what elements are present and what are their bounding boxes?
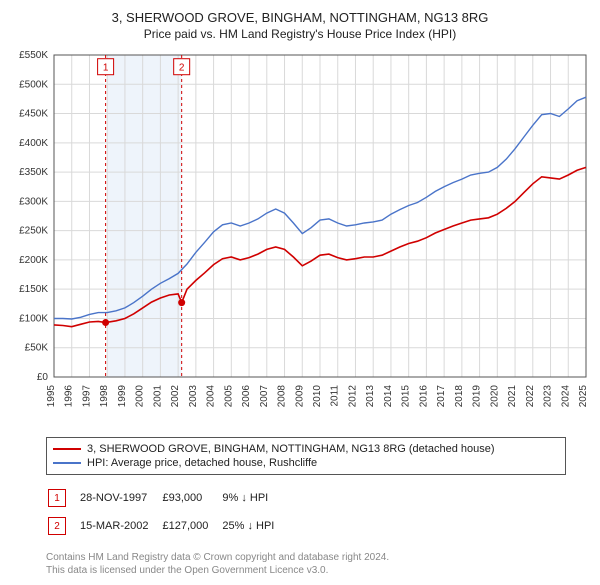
svg-text:2020: 2020 (489, 385, 500, 408)
legend-swatch-price-paid (53, 448, 81, 450)
legend-swatch-hpi (53, 462, 81, 464)
svg-text:2023: 2023 (543, 385, 554, 408)
table-row: 2 15-MAR-2002 £127,000 25% ↓ HPI (48, 513, 286, 539)
svg-text:£350K: £350K (19, 167, 48, 178)
svg-text:2021: 2021 (507, 385, 518, 408)
svg-text:£550K: £550K (19, 50, 48, 61)
marker-date: 28-NOV-1997 (80, 485, 160, 511)
svg-text:1: 1 (103, 63, 109, 74)
svg-text:£150K: £150K (19, 284, 48, 295)
svg-text:2008: 2008 (277, 385, 288, 408)
svg-text:2007: 2007 (259, 385, 270, 408)
svg-text:2001: 2001 (152, 385, 163, 408)
svg-text:2009: 2009 (294, 385, 305, 408)
legend: 3, SHERWOOD GROVE, BINGHAM, NOTTINGHAM, … (46, 437, 566, 475)
svg-text:2006: 2006 (241, 385, 252, 408)
svg-text:2011: 2011 (330, 385, 341, 407)
marker-pct: 9% ↓ HPI (222, 485, 286, 511)
svg-text:2012: 2012 (347, 385, 358, 408)
svg-text:2025: 2025 (578, 385, 589, 408)
svg-text:2003: 2003 (188, 385, 199, 408)
price-chart: £0 £50K £100K £150K £200K £250K £300K £350K £400… (8, 49, 592, 429)
table-row: 1 28-NOV-1997 £93,000 9% ↓ HPI (48, 485, 286, 511)
svg-text:1999: 1999 (117, 385, 128, 408)
svg-text:1997: 1997 (81, 385, 92, 408)
marker-price: £93,000 (162, 485, 220, 511)
page-title: 3, SHERWOOD GROVE, BINGHAM, NOTTINGHAM, … (8, 10, 592, 25)
svg-text:2024: 2024 (560, 385, 571, 408)
svg-text:2014: 2014 (383, 385, 394, 408)
marker-price: £127,000 (162, 513, 220, 539)
marker-pct: 25% ↓ HPI (222, 513, 286, 539)
svg-text:2013: 2013 (365, 385, 376, 408)
svg-text:2015: 2015 (401, 385, 412, 408)
footnote-line: Contains HM Land Registry data © Crown c… (46, 551, 592, 564)
legend-row-hpi: HPI: Average price, detached house, Rush… (53, 456, 559, 470)
svg-text:2: 2 (179, 63, 185, 74)
marker-badge: 2 (48, 517, 66, 535)
svg-text:£250K: £250K (19, 226, 48, 237)
svg-text:1998: 1998 (99, 385, 110, 408)
svg-text:1995: 1995 (46, 385, 57, 408)
page-subtitle: Price paid vs. HM Land Registry's House … (8, 27, 592, 41)
legend-label-price-paid: 3, SHERWOOD GROVE, BINGHAM, NOTTINGHAM, … (87, 443, 495, 455)
svg-text:£400K: £400K (19, 138, 48, 149)
svg-text:2010: 2010 (312, 385, 323, 408)
marker-badge: 1 (48, 489, 66, 507)
svg-text:£0: £0 (37, 372, 49, 383)
svg-text:2022: 2022 (525, 385, 536, 408)
svg-text:2018: 2018 (454, 385, 465, 408)
legend-row-price-paid: 3, SHERWOOD GROVE, BINGHAM, NOTTINGHAM, … (53, 442, 559, 456)
svg-text:£500K: £500K (19, 79, 48, 90)
svg-text:£300K: £300K (19, 196, 48, 207)
svg-text:2002: 2002 (170, 385, 181, 408)
svg-text:2004: 2004 (206, 385, 217, 408)
markers-table: 1 28-NOV-1997 £93,000 9% ↓ HPI 2 15-MAR-… (46, 483, 288, 541)
svg-text:£450K: £450K (19, 109, 48, 120)
svg-text:2005: 2005 (223, 385, 234, 408)
svg-text:2019: 2019 (472, 385, 483, 408)
svg-text:£50K: £50K (25, 343, 49, 354)
svg-text:2000: 2000 (135, 385, 146, 408)
footnote-line: This data is licensed under the Open Gov… (46, 564, 592, 577)
chart-svg: £0 £50K £100K £150K £200K £250K £300K £350K £400… (8, 49, 592, 429)
svg-text:£100K: £100K (19, 313, 48, 324)
marker-date: 15-MAR-2002 (80, 513, 160, 539)
svg-text:2017: 2017 (436, 385, 447, 408)
footnote: Contains HM Land Registry data © Crown c… (46, 551, 592, 577)
legend-label-hpi: HPI: Average price, detached house, Rush… (87, 457, 317, 469)
svg-text:1996: 1996 (64, 385, 75, 408)
svg-text:£200K: £200K (19, 255, 48, 266)
svg-text:2016: 2016 (418, 385, 429, 408)
